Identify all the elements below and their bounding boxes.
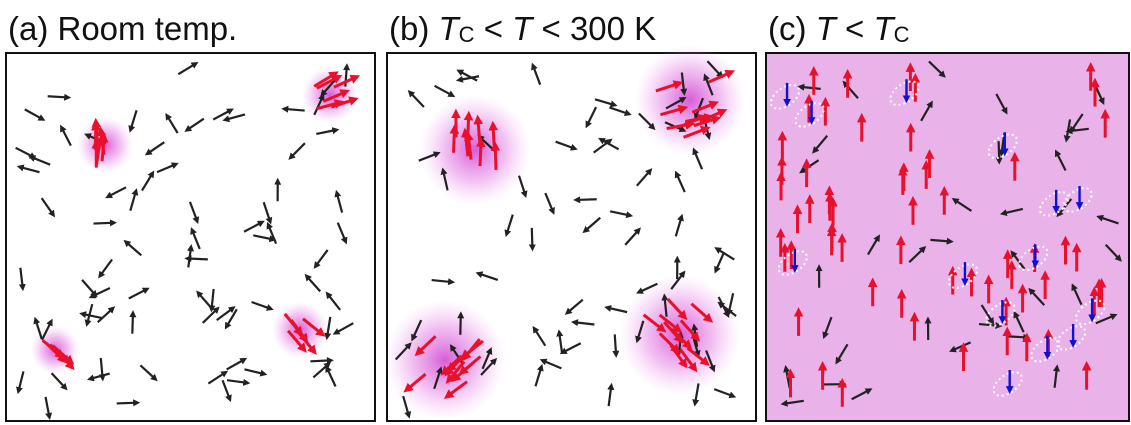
panel-title: (a) Room temp. [8,10,237,47]
title-part: < [475,10,513,47]
panel-title: (b) TC < T < 300 K [389,10,656,47]
domain-glow [420,95,530,205]
spin-arrow [493,126,494,150]
title-part: (c) [768,10,816,47]
panel-frame [766,53,1129,421]
spin-arrow [310,360,330,361]
spin-arrow [577,199,597,200]
domain-glow [635,45,745,155]
spin-arrow [454,129,455,153]
figure: (a) Room temp. (b) TC < T < 300 K (c) T … [0,0,1131,425]
spin-arrow [96,122,98,146]
spin-arrow [117,403,137,404]
title-part: C [459,22,475,47]
panel-title: (c) T < TC [768,10,910,47]
title-part: < 300 K [532,10,656,47]
title-part: (b) [389,10,439,47]
spin-arrow [495,146,496,170]
spin-arrow [532,228,533,248]
domain-glow [77,117,133,173]
title-part: (a) Room temp. [8,10,237,47]
spin-arrow [132,314,133,334]
title-part: C [894,22,910,47]
spin-arrow [478,119,480,143]
spin-arrow [1007,336,1027,337]
spin-arrow [188,258,208,259]
spin-arrow [93,223,113,224]
title-part: < [836,10,874,47]
spin-arrow [615,334,616,354]
spin-arrow [480,142,481,166]
spin-arrow [48,96,68,97]
